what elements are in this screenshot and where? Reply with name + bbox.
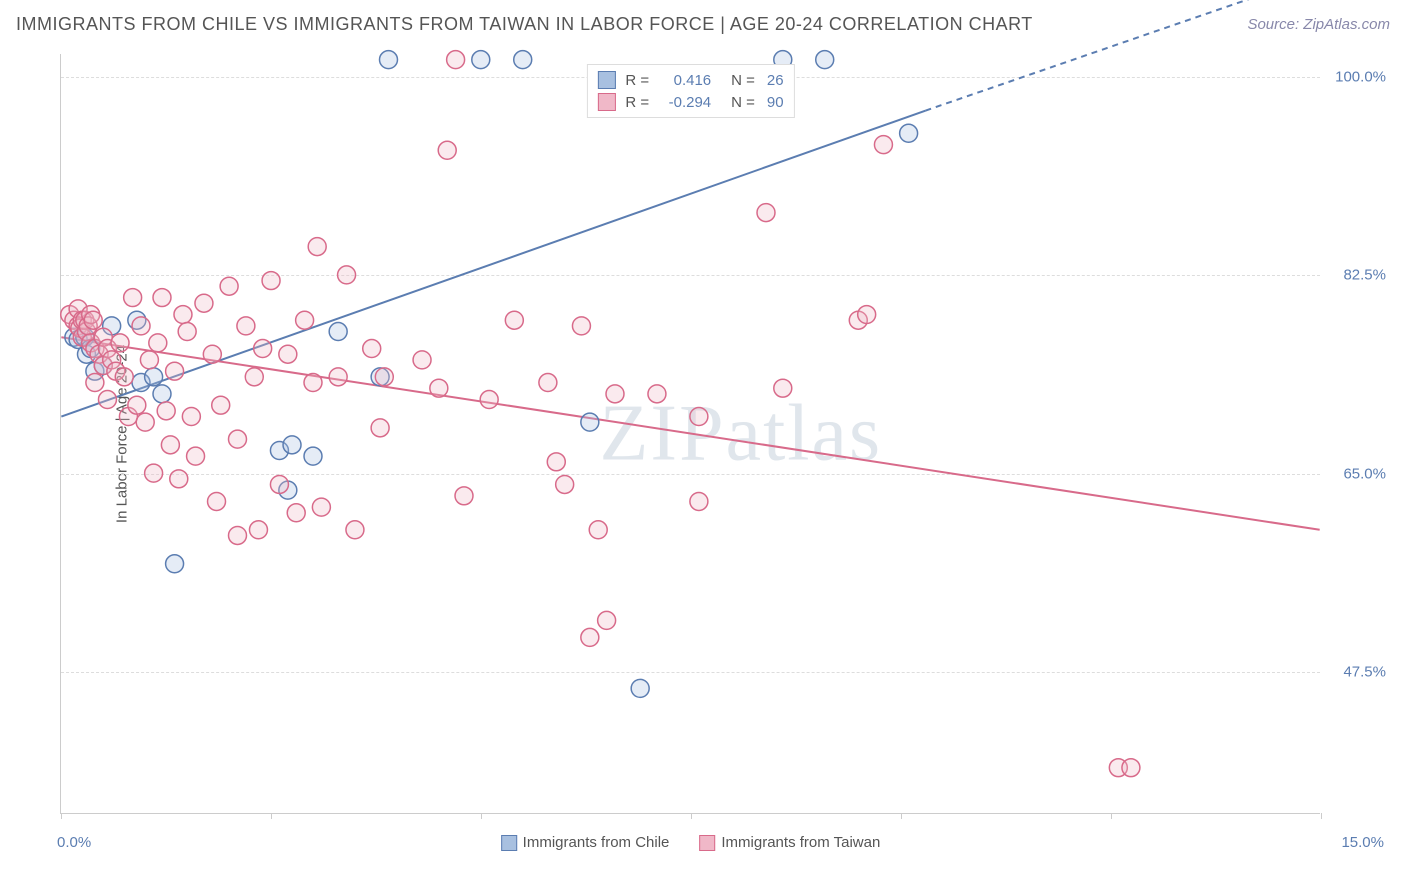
- n-value-chile: 26: [761, 72, 784, 89]
- legend-label-taiwan: Immigrants from Taiwan: [721, 834, 880, 851]
- chart-legend: Immigrants from Chile Immigrants from Ta…: [501, 834, 881, 851]
- y-tick-label: 82.5%: [1326, 267, 1386, 284]
- legend-label-chile: Immigrants from Chile: [523, 834, 670, 851]
- legend-swatch-taiwan: [699, 835, 715, 851]
- tick-x: [271, 813, 272, 819]
- chart-container: ZIPatlas R = 0.416 N = 26 R = -0.294 N =…: [50, 44, 1390, 834]
- stats-swatch-chile: [597, 71, 615, 89]
- x-tick-end: 15.0%: [1341, 834, 1384, 851]
- tick-x: [61, 813, 62, 819]
- legend-item-chile: Immigrants from Chile: [501, 834, 670, 851]
- y-tick-label: 100.0%: [1326, 68, 1386, 85]
- stats-row-taiwan: R = -0.294 N = 90: [597, 91, 783, 113]
- y-tick-label: 65.0%: [1326, 465, 1386, 482]
- n-label: N =: [731, 72, 755, 89]
- chart-title: IMMIGRANTS FROM CHILE VS IMMIGRANTS FROM…: [16, 14, 1033, 35]
- tick-x: [901, 813, 902, 819]
- r-label: R =: [625, 72, 649, 89]
- stats-row-chile: R = 0.416 N = 26: [597, 69, 783, 91]
- x-tick-start: 0.0%: [57, 834, 91, 851]
- tick-x: [691, 813, 692, 819]
- stats-box: R = 0.416 N = 26 R = -0.294 N = 90: [586, 64, 794, 118]
- r-value-taiwan: -0.294: [655, 94, 711, 111]
- tick-x: [1321, 813, 1322, 819]
- stats-swatch-taiwan: [597, 93, 615, 111]
- r-label: R =: [625, 94, 649, 111]
- chart-header: IMMIGRANTS FROM CHILE VS IMMIGRANTS FROM…: [16, 14, 1390, 35]
- legend-item-taiwan: Immigrants from Taiwan: [699, 834, 880, 851]
- tick-x: [481, 813, 482, 819]
- r-value-chile: 0.416: [655, 72, 711, 89]
- source-label: Source: ZipAtlas.com: [1247, 16, 1390, 33]
- tick-x: [1111, 813, 1112, 819]
- plot-svg: [61, 54, 1320, 813]
- n-label: N =: [731, 94, 755, 111]
- n-value-taiwan: 90: [761, 94, 784, 111]
- legend-swatch-chile: [501, 835, 517, 851]
- y-tick-label: 47.5%: [1326, 664, 1386, 681]
- plot-area: ZIPatlas R = 0.416 N = 26 R = -0.294 N =…: [60, 54, 1320, 814]
